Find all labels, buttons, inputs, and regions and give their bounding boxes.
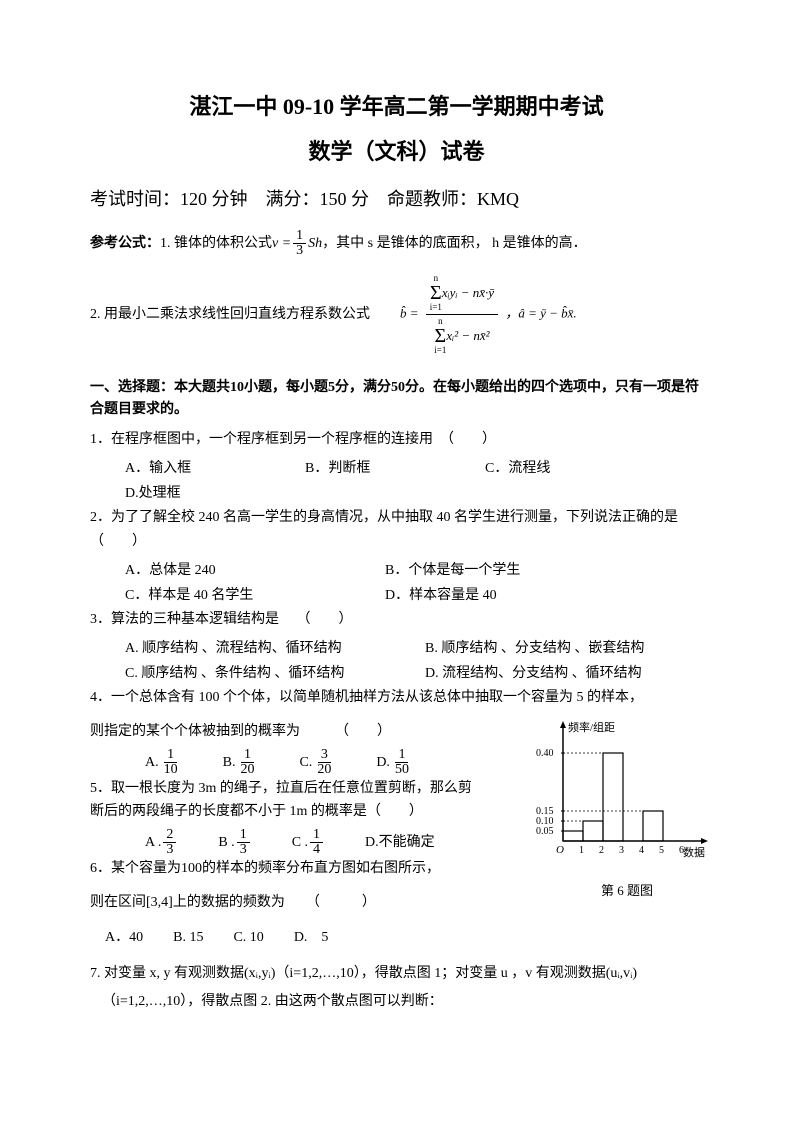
question-2-options: A．总体是 240 B．个体是每一个学生 C．样本是 40 名学生 D．样本容量… bbox=[90, 558, 703, 608]
q2-opt-a: A．总体是 240 bbox=[125, 558, 345, 583]
sum-icon: Σ bbox=[430, 283, 442, 303]
question-1: 1．在程序框图中，一个程序框到另一个程序框的连接用 （ ） bbox=[90, 428, 703, 452]
q4-opt-b: B. 120 bbox=[223, 748, 260, 777]
frac-den: 3 bbox=[293, 244, 306, 258]
q1-opt-b: B．判断框 bbox=[305, 456, 445, 481]
q5a-label: A . bbox=[145, 830, 161, 855]
q6-opt-c: C. 10 bbox=[233, 925, 263, 950]
q4d-num: 1 bbox=[395, 748, 408, 763]
formula-b-hat: b̂ = bbox=[400, 305, 422, 320]
q3-opt-c: C. 顺序结构 、条件结构 、循环结构 bbox=[125, 661, 385, 686]
q5c-den: 4 bbox=[310, 843, 323, 857]
q6-opt-a: A．40 bbox=[105, 925, 143, 950]
sum-bot: i=1 bbox=[430, 303, 442, 312]
q4-opt-c: C. 320 bbox=[299, 748, 336, 777]
big-frac-num: n Σ i=1 xᵢyᵢ − nx̄·ȳ bbox=[426, 272, 498, 315]
formula-label: 参考公式： bbox=[90, 233, 160, 254]
q3-opt-b: B. 顺序结构 、分支结构 、嵌套结构 bbox=[425, 636, 644, 661]
formula-1-prefix: 1. 锥体的体积公式 bbox=[160, 233, 272, 254]
formula-1-sh: Sh bbox=[308, 233, 322, 254]
title-sub: 数学（文科）试卷 bbox=[90, 135, 703, 168]
formula-1: 参考公式： 1. 锥体的体积公式 v = 1 3 Sh ，其中 s 是锥体的底面… bbox=[90, 229, 703, 258]
formula-2-text: 2. 用最小二乘法求线性回归直线方程系数公式 bbox=[90, 304, 370, 325]
svg-text:1: 1 bbox=[579, 845, 584, 856]
formula-big-frac: n Σ i=1 xᵢyᵢ − nx̄·ȳ n Σ i=1 xᵢ² − nx̄² bbox=[426, 272, 498, 357]
formula-1-frac: 1 3 bbox=[293, 229, 306, 258]
question-7: 7. 对变量 x, y 有观测数据(xᵢ,yᵢ)（i=1,2,…,10），得散点… bbox=[90, 962, 703, 986]
title-main: 湛江一中 09-10 学年高二第一学期期中考试 bbox=[90, 90, 703, 123]
q5b-label: B . bbox=[218, 830, 234, 855]
q5-opt-d: D.不能确定 bbox=[365, 828, 435, 857]
q5-opt-a: A . 23 bbox=[145, 828, 178, 857]
q2-opt-b: B．个体是每一个学生 bbox=[385, 558, 520, 583]
big-frac-den: n Σ i=1 xᵢ² − nx̄² bbox=[430, 315, 493, 357]
q5-opt-b: B . 13 bbox=[218, 828, 251, 857]
svg-text:6: 6 bbox=[679, 845, 684, 856]
q5c-num: 1 bbox=[310, 828, 323, 843]
q4-q6-block: 4．一个总体含有 100 个个体，以简单随机抽样方法从该总体中抽取一个容量为 5… bbox=[90, 686, 703, 881]
formula-2-math: b̂ = n Σ i=1 xᵢyᵢ − nx̄·ȳ n Σ i=1 xᵢ² − … bbox=[400, 272, 577, 357]
svg-text:4: 4 bbox=[639, 845, 644, 856]
q3-opt-a: A. 顺序结构 、流程结构、循环结构 bbox=[125, 636, 385, 661]
q4d-label: D. bbox=[376, 750, 390, 775]
histogram-chart: 频率/组距 数据 0.40 0.15 0.10 0.05 O 1 2 3 4 5… bbox=[533, 716, 713, 866]
q4b-num: 1 bbox=[241, 748, 254, 763]
q4c-den: 20 bbox=[314, 763, 334, 777]
sum-bot2: i=1 bbox=[434, 346, 446, 355]
q6-opt-b: B. 15 bbox=[173, 925, 203, 950]
q1-opt-c: C．流程线 bbox=[485, 456, 625, 481]
svg-text:O: O bbox=[556, 844, 564, 856]
formula-1-suffix: ，其中 s 是锥体的底面积， h 是锥体的高． bbox=[322, 233, 586, 254]
question-1-options: A．输入框 B．判断框 C．流程线 D.处理框 bbox=[90, 456, 703, 506]
question-3: 3．算法的三种基本逻辑结构是 （ ） bbox=[90, 608, 703, 632]
q4-opt-d: D. 150 bbox=[376, 748, 414, 777]
q5-opt-c: C . 14 bbox=[292, 828, 325, 857]
q3-opt-d: D. 流程结构、分支结构 、循环结构 bbox=[425, 661, 642, 686]
question-4: 4．一个总体含有 100 个个体，以简单随机抽样方法从该总体中抽取一个容量为 5… bbox=[90, 686, 703, 710]
svg-text:2: 2 bbox=[599, 845, 604, 856]
q5a-num: 2 bbox=[163, 828, 176, 843]
section-1-header: 一、选择题：本大题共10小题，每小题5分，满分50分。在每小题给出的四个选项中，… bbox=[90, 377, 703, 422]
histogram-svg: 频率/组距 数据 0.40 0.15 0.10 0.05 O 1 2 3 4 5… bbox=[533, 716, 713, 866]
hist-ylabel: 频率/组距 bbox=[568, 720, 615, 734]
q5c-label: C . bbox=[292, 830, 308, 855]
q1-opt-d: D.处理框 bbox=[125, 481, 181, 506]
question-6-options: A．40 B. 15 C. 10 D. 5 bbox=[90, 925, 703, 950]
question-5: 5．取一根长度为 3m 的绳子，拉直后在任意位置剪断，那么剪断后的两段绳子的长度… bbox=[90, 777, 480, 825]
hist-xlabel: 数据 bbox=[683, 845, 705, 859]
exam-info: 考试时间：120 分钟 满分：150 分 命题教师：KMQ bbox=[90, 186, 703, 213]
figure-6-label: 第 6 题图 bbox=[601, 881, 653, 901]
svg-text:0.05: 0.05 bbox=[536, 826, 554, 837]
q4b-label: B. bbox=[223, 750, 236, 775]
q4b-den: 20 bbox=[237, 763, 257, 777]
q4a-den: 10 bbox=[161, 763, 181, 777]
q4-opt-a: A. 110 bbox=[145, 748, 183, 777]
frac-num: 1 bbox=[293, 229, 306, 244]
q4a-label: A. bbox=[145, 750, 159, 775]
q4d-den: 50 bbox=[392, 763, 412, 777]
q2-opt-c: C．样本是 40 名学生 bbox=[125, 583, 345, 608]
den-content: xᵢ² − nx̄² bbox=[446, 326, 489, 346]
svg-text:3: 3 bbox=[619, 845, 624, 856]
q2-opt-d: D．样本容量是 40 bbox=[385, 583, 497, 608]
q5b-num: 1 bbox=[237, 828, 250, 843]
question-7-line2: （i=1,2,…,10），得散点图 2. 由这两个散点图可以判断： bbox=[90, 990, 703, 1014]
q6-opt-d: D. 5 bbox=[294, 925, 329, 950]
question-2: 2．为了了解全校 240 名高一学生的身高情况，从中抽取 40 名学生进行测量，… bbox=[90, 506, 703, 554]
q1-opt-a: A．输入框 bbox=[125, 456, 265, 481]
svg-text:0.40: 0.40 bbox=[536, 748, 554, 759]
svg-text:5: 5 bbox=[659, 845, 664, 856]
q4c-label: C. bbox=[299, 750, 312, 775]
sum-icon2: Σ bbox=[435, 326, 447, 346]
formula-a-hat: ，â = ȳ − b̂x̄. bbox=[505, 305, 576, 320]
num-content: xᵢyᵢ − nx̄·ȳ bbox=[442, 283, 494, 303]
q5b-den: 3 bbox=[237, 843, 250, 857]
question-3-options: A. 顺序结构 、流程结构、循环结构 B. 顺序结构 、分支结构 、嵌套结构 C… bbox=[90, 636, 703, 686]
q4c-num: 3 bbox=[318, 748, 331, 763]
q4a-num: 1 bbox=[164, 748, 177, 763]
formula-1-var: v = bbox=[272, 233, 291, 254]
q5a-den: 3 bbox=[163, 843, 176, 857]
formula-2: 2. 用最小二乘法求线性回归直线方程系数公式 b̂ = n Σ i=1 xᵢyᵢ… bbox=[90, 272, 703, 357]
